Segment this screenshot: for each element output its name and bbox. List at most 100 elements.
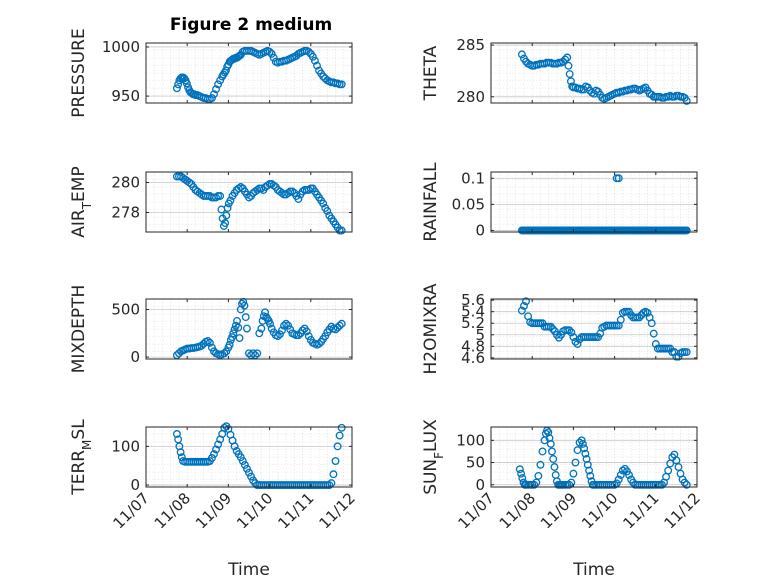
- data-point: [335, 431, 344, 440]
- y-axis-label: THETA: [421, 45, 441, 101]
- data-point: [337, 80, 346, 89]
- data-point: [550, 463, 559, 471]
- subplot-h2omixra: 4.64.855.25.45.6 H2OMIXRA: [421, 283, 698, 375]
- y-tick-label: 4.8: [461, 337, 485, 355]
- y-tick-label: 0.05: [452, 195, 485, 213]
- data-series: [172, 172, 346, 235]
- y-axis-label: SUNFLUX: [421, 419, 446, 495]
- grid: [491, 299, 697, 359]
- data-point: [240, 301, 249, 310]
- data-point: [682, 96, 691, 105]
- y-tick-label: 0: [130, 476, 140, 494]
- grid: [491, 172, 697, 232]
- data-point: [294, 331, 303, 340]
- data-point: [534, 471, 543, 480]
- data-point: [242, 324, 251, 333]
- data-point: [255, 329, 264, 338]
- data-point: [265, 47, 274, 56]
- data-point: [230, 325, 239, 334]
- data-point: [319, 72, 328, 81]
- subplot-mixdepth: 0 500 MIXDEPTH: [69, 285, 353, 374]
- subplot-terr_msl: 0 100 TERRMSL: [69, 419, 353, 496]
- data-point: [261, 308, 270, 317]
- data-point: [517, 306, 526, 315]
- data-point: [571, 337, 580, 346]
- data-point: [581, 449, 590, 458]
- data-point: [226, 196, 235, 205]
- data-point: [616, 315, 625, 324]
- y-tick-label: 5.2: [461, 314, 485, 332]
- data-series: [172, 46, 346, 104]
- axes-box: [145, 298, 353, 360]
- data-point: [220, 423, 229, 432]
- data-point: [563, 53, 572, 62]
- y-tick-label: 280: [456, 88, 485, 106]
- data-point: [327, 479, 336, 488]
- x-tick-label: 11/08: [151, 489, 194, 532]
- y-tick-label: 0: [475, 221, 485, 239]
- y-tick-label: 0: [475, 476, 485, 494]
- data-point: [221, 219, 230, 227]
- y-axis-label: PRESSURE: [69, 28, 89, 117]
- data-point: [578, 439, 587, 448]
- data-point: [658, 480, 666, 489]
- data-point: [520, 301, 528, 310]
- x-tick-label: 11/07: [455, 489, 498, 532]
- data-series: [172, 297, 346, 360]
- data-point: [253, 349, 262, 358]
- data-point: [564, 61, 573, 70]
- data-point: [210, 450, 218, 459]
- data-point: [325, 481, 334, 490]
- data-point: [518, 474, 527, 483]
- major-grid: [146, 182, 352, 213]
- axes-box: [490, 426, 698, 488]
- data-point: [335, 321, 344, 330]
- data-point: [517, 50, 526, 59]
- data-point: [222, 211, 231, 220]
- data-series: [517, 174, 691, 235]
- axes-box: [145, 171, 353, 233]
- y-axis-label: MIXDEPTH: [69, 285, 89, 374]
- data-point: [614, 475, 623, 484]
- data-point: [573, 340, 582, 348]
- data-point: [310, 56, 319, 65]
- data-point: [565, 480, 574, 489]
- data-point: [282, 319, 291, 328]
- data-point: [517, 469, 526, 478]
- y-tick-label: 100: [111, 437, 140, 455]
- data-point: [225, 340, 234, 349]
- data-point: [549, 455, 558, 463]
- x-tick-label: 11/11: [274, 489, 317, 532]
- subplot-air_temp: 278 280 AIRTEMP: [69, 166, 353, 238]
- data-point: [216, 76, 225, 85]
- data-point: [567, 478, 576, 487]
- data-point: [212, 445, 220, 454]
- data-point: [222, 347, 231, 356]
- x-tick-label: 11/11: [619, 489, 662, 532]
- y-tick-label: 5: [475, 326, 485, 344]
- data-point: [205, 338, 214, 347]
- axes-box: [145, 42, 353, 104]
- data-point: [585, 466, 594, 475]
- data-point: [235, 334, 244, 342]
- data-point: [212, 193, 220, 202]
- data-point: [294, 195, 303, 203]
- data-point: [546, 322, 555, 331]
- data-point: [546, 439, 555, 448]
- data-point: [651, 340, 660, 348]
- data-point: [565, 70, 574, 78]
- data-point: [273, 332, 282, 341]
- data-point: [269, 181, 278, 190]
- data-point: [286, 325, 295, 334]
- data-point: [212, 85, 220, 94]
- data-series: [172, 422, 346, 490]
- subplot-pressure: 950 1000 PRESSURE: [69, 28, 353, 118]
- data-point: [207, 94, 216, 103]
- data-point: [247, 472, 256, 481]
- data-point: [329, 470, 338, 479]
- data-point: [635, 313, 644, 322]
- data-point: [267, 49, 276, 58]
- data-point: [548, 325, 557, 333]
- y-tick-label: 285: [456, 36, 485, 54]
